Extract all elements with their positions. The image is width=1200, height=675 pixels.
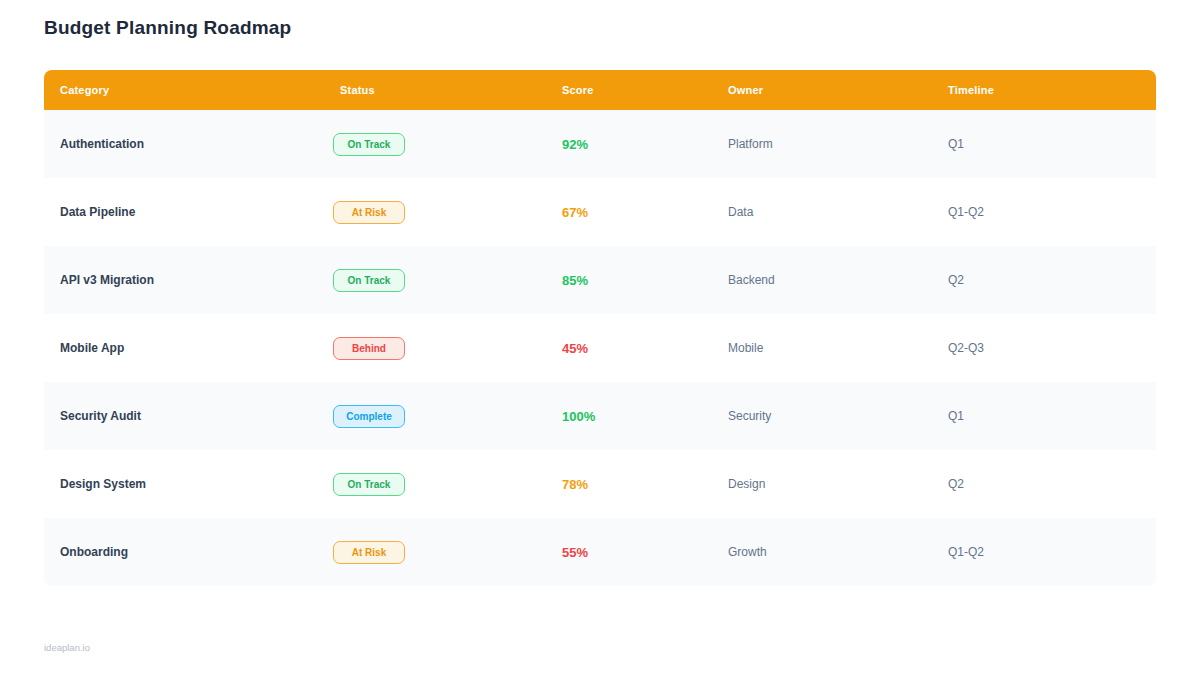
timeline-cell: Q1-Q2 [932,205,1156,219]
category-cell: Security Audit [44,409,324,423]
status-badge: Behind [333,337,405,360]
category-cell: Design System [44,477,324,491]
score-cell: 100% [546,409,712,424]
status-cell: On Track [324,473,546,496]
timeline-cell: Q1 [932,137,1156,151]
column-header-score: Score [546,84,712,96]
status-cell: Behind [324,337,546,360]
owner-cell: Security [712,409,932,423]
owner-cell: Growth [712,545,932,559]
category-cell: Onboarding [44,545,324,559]
timeline-cell: Q1-Q2 [932,545,1156,559]
status-badge: On Track [333,133,405,156]
table-row: Authentication On Track 92% Platform Q1 [44,110,1156,178]
column-header-status: Status [324,84,546,96]
table-row: Design System On Track 78% Design Q2 [44,450,1156,518]
category-cell: Authentication [44,137,324,151]
timeline-cell: Q2 [932,477,1156,491]
footer-watermark: ideaplan.io [44,642,90,653]
score-cell: 55% [546,545,712,560]
status-badge: Complete [333,405,405,428]
owner-cell: Data [712,205,932,219]
status-cell: On Track [324,133,546,156]
column-header-owner: Owner [712,84,932,96]
timeline-cell: Q1 [932,409,1156,423]
status-badge: On Track [333,473,405,496]
category-cell: API v3 Migration [44,273,324,287]
table-row: Onboarding At Risk 55% Growth Q1-Q2 [44,518,1156,586]
owner-cell: Mobile [712,341,932,355]
score-cell: 85% [546,273,712,288]
owner-cell: Design [712,477,932,491]
table-row: API v3 Migration On Track 85% Backend Q2 [44,246,1156,314]
timeline-cell: Q2-Q3 [932,341,1156,355]
page: Budget Planning Roadmap Category Status … [0,0,1200,586]
table-row: Security Audit Complete 100% Security Q1 [44,382,1156,450]
status-cell: Complete [324,405,546,428]
table-header-row: Category Status Score Owner Timeline [44,70,1156,110]
status-cell: On Track [324,269,546,292]
category-cell: Data Pipeline [44,205,324,219]
status-badge: At Risk [333,541,405,564]
owner-cell: Backend [712,273,932,287]
owner-cell: Platform [712,137,932,151]
column-header-timeline: Timeline [932,84,1156,96]
table-row: Data Pipeline At Risk 67% Data Q1-Q2 [44,178,1156,246]
column-header-category: Category [44,84,324,96]
score-cell: 78% [546,477,712,492]
status-badge: At Risk [333,201,405,224]
table-row: Mobile App Behind 45% Mobile Q2-Q3 [44,314,1156,382]
page-title: Budget Planning Roadmap [44,0,1156,40]
status-cell: At Risk [324,541,546,564]
status-badge: On Track [333,269,405,292]
score-cell: 67% [546,205,712,220]
category-cell: Mobile App [44,341,324,355]
score-cell: 92% [546,137,712,152]
score-cell: 45% [546,341,712,356]
status-cell: At Risk [324,201,546,224]
roadmap-table: Category Status Score Owner Timeline Aut… [44,70,1156,586]
timeline-cell: Q2 [932,273,1156,287]
